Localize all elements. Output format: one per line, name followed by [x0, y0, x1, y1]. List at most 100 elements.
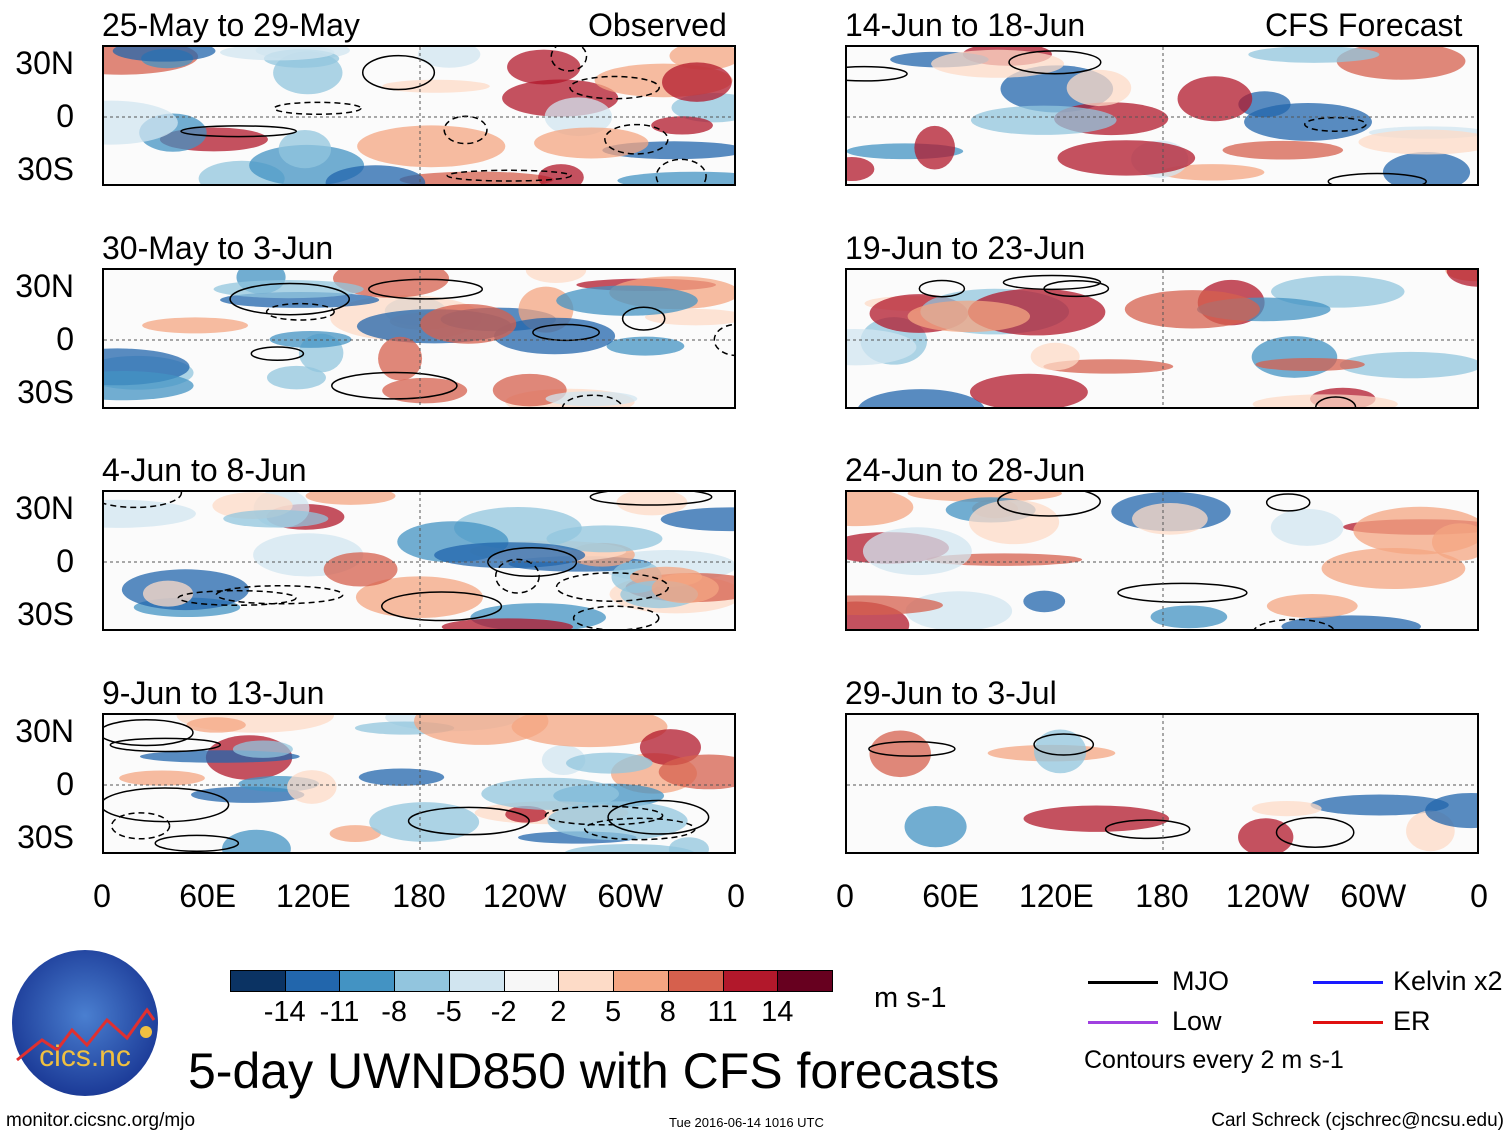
anomaly-blob: [355, 576, 483, 618]
anomaly-blob: [399, 171, 554, 184]
anomaly-blob: [378, 336, 423, 381]
map-panel: [102, 490, 736, 631]
colorbar-label: -8: [381, 996, 408, 1028]
contour-line: [621, 306, 666, 331]
anomaly-blob: [511, 715, 668, 748]
anomaly-blob: [329, 825, 381, 842]
anomaly-blob: [847, 156, 875, 182]
colorbar-label: -14: [263, 996, 306, 1028]
anomaly-blob: [104, 100, 178, 145]
contour-line: [407, 806, 530, 836]
anomaly-blob: [507, 49, 581, 85]
y-tick-label: 0: [56, 321, 74, 357]
anomaly-blob: [1446, 270, 1477, 287]
contour-line: [1253, 618, 1335, 629]
contour-line: [154, 834, 240, 852]
anomaly-blob: [1030, 342, 1080, 371]
contour-line: [109, 737, 222, 753]
contour-line: [273, 101, 362, 115]
anomaly-blob: [223, 509, 329, 528]
anomaly-blob: [104, 499, 196, 528]
anomaly-blob: [441, 618, 574, 629]
anomaly-blob: [358, 768, 445, 786]
anomaly-blob: [904, 805, 967, 848]
panel-title: 25-May to 29-May: [102, 7, 360, 43]
anomaly-blob: [651, 116, 713, 135]
anomaly-blob: [847, 492, 914, 527]
contour-line: [1327, 172, 1427, 184]
y-tick-label: 30N: [15, 490, 74, 526]
map-panel: [845, 713, 1479, 854]
anomaly-blob: [907, 492, 1062, 502]
y-tick-label: 30S: [17, 151, 74, 187]
contour-line: [713, 323, 734, 357]
contour-line: [368, 278, 484, 300]
contour-line: [550, 47, 588, 72]
panel-title: 24-Jun to 28-Jun: [845, 452, 1086, 488]
map-panel: [845, 268, 1479, 409]
x-tick-label: 60E: [922, 878, 980, 914]
panel-title: 30-May to 3-Jun: [102, 230, 334, 266]
panel-title: 19-Jun to 23-Jun: [845, 230, 1086, 266]
contour-line: [583, 817, 696, 841]
contour-line: [110, 812, 171, 840]
anomaly-blob: [545, 391, 638, 407]
anomaly-blob: [1252, 394, 1398, 407]
anomaly-blob: [104, 371, 194, 401]
anomaly-blob: [847, 595, 943, 616]
anomaly-blob: [1248, 47, 1380, 63]
contour-line: [177, 589, 297, 607]
anomaly-blob: [119, 770, 205, 786]
legend-kelvin: Kelvin x2: [1393, 966, 1503, 996]
contour-line: [1008, 50, 1102, 75]
x-tick-label: 120E: [275, 878, 351, 914]
contour-line: [104, 719, 194, 747]
contour-line: [1104, 819, 1191, 840]
colorbar-cell: [339, 970, 396, 992]
colorbar-cell: [777, 970, 833, 992]
logo-text: cics.nc: [39, 1040, 131, 1073]
anomaly-blob: [266, 365, 326, 390]
x-tick-label: 60E: [179, 878, 237, 914]
map-panel: [102, 268, 736, 409]
footer-url[interactable]: monitor.cicsnc.org/mjo: [6, 1110, 196, 1131]
panel-title: 4-Jun to 8-Jun: [102, 452, 307, 488]
contour-line: [229, 282, 351, 316]
x-tick-label: 180: [392, 878, 446, 914]
footer-timestamp: Tue 2016-06-14 1016 UTC: [669, 1115, 824, 1130]
anomaly-blob: [1425, 792, 1477, 829]
x-tick-label: 60W: [1340, 878, 1407, 914]
contour-line: [604, 123, 669, 155]
anomaly-blob: [1057, 140, 1196, 176]
colorbar-cell: [394, 970, 450, 992]
anomaly-blob: [213, 280, 364, 299]
anomaly-blob: [112, 47, 216, 62]
colorbar-label: 8: [659, 996, 676, 1028]
contour-line: [446, 169, 572, 182]
anomaly-blob: [862, 527, 972, 576]
anomaly-blob: [968, 499, 1060, 545]
anomaly-blob: [606, 336, 685, 356]
colorbar-label: 14: [761, 996, 794, 1028]
x-tick-label: 0: [727, 878, 745, 914]
anomaly-blob: [1321, 547, 1466, 590]
colorbar-cell: [503, 970, 560, 992]
contour-line: [443, 115, 488, 145]
anomaly-blob: [1431, 523, 1477, 561]
y-tick-label: 30N: [15, 45, 74, 81]
anomaly-blob: [1023, 805, 1170, 832]
anomaly-blob: [413, 715, 549, 745]
x-tick-label: 180: [1135, 878, 1189, 914]
anomaly-blob: [420, 304, 517, 344]
y-tick-label: 0: [56, 98, 74, 134]
map-panel: [845, 45, 1479, 186]
anomaly-blob: [969, 373, 1088, 407]
anomaly-blob: [142, 317, 249, 334]
contour-line: [607, 799, 710, 835]
contour-line: [655, 158, 707, 184]
colorbar-cell: [558, 970, 615, 992]
legend-er: ER: [1393, 1006, 1431, 1036]
figure-title: 5-day UWND850 with CFS forecasts: [188, 1043, 1000, 1099]
anomaly-blob: [382, 377, 468, 404]
contour-line: [997, 492, 1101, 517]
